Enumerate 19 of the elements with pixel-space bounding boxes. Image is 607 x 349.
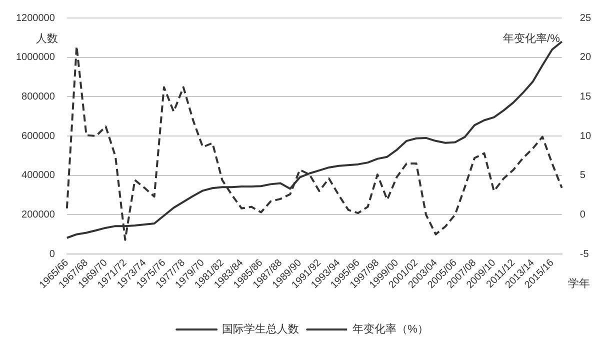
y2-tick-label: 25 <box>580 12 592 24</box>
y-tick-label: 1000000 <box>16 52 56 64</box>
y2-axis-title: 年变化率/% <box>503 32 560 46</box>
y2-tick-label: 20 <box>580 52 592 64</box>
y-axis-title: 人数 <box>36 33 58 46</box>
y-tick-label: 0 <box>49 248 56 260</box>
y2-tick-label: -5 <box>580 248 590 260</box>
x-axis-title: 学年 <box>568 278 590 290</box>
y-tick-label: 1200000 <box>16 12 56 24</box>
y2-tick-label: 0 <box>580 209 586 220</box>
y-tick-label: 800000 <box>22 91 56 102</box>
y2-tick-label: 10 <box>580 130 592 142</box>
y2-tick-label: 5 <box>580 170 586 182</box>
y-tick-label: 600000 <box>22 130 56 142</box>
legend-label: 国际学生总人数 <box>222 322 300 336</box>
legend-label: 年变化率（%） <box>352 322 428 336</box>
y2-tick-label: 15 <box>580 91 592 102</box>
y-tick-label: 400000 <box>22 170 56 182</box>
y-tick-label: 200000 <box>22 209 56 220</box>
